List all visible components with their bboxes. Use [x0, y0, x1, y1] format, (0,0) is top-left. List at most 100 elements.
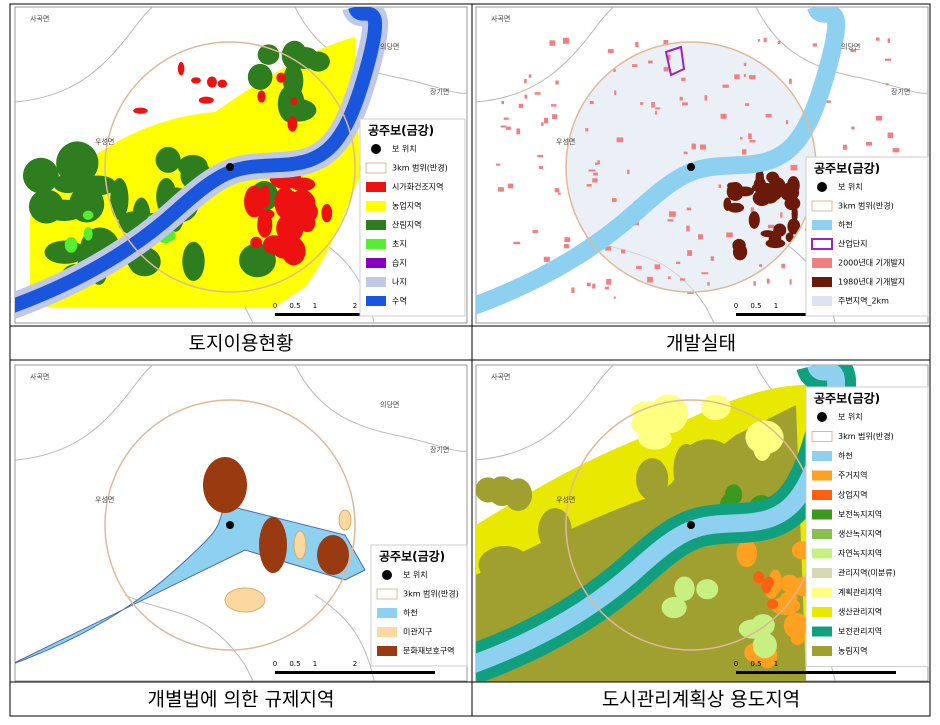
developed-2000s: [704, 95, 708, 101]
developed-2000s: [532, 230, 539, 233]
dam-point: [687, 163, 695, 171]
legend-label: 계획관리지역: [838, 587, 882, 597]
developed-2000s: [687, 250, 693, 256]
legend-swatch: [817, 412, 827, 422]
developed-2000s: [589, 101, 594, 105]
legend-swatch: [382, 570, 392, 580]
urban-area: [133, 107, 148, 114]
caption: 도시관리계획상 용도지역: [602, 689, 800, 711]
legend-label: 농림지역: [838, 646, 867, 656]
legend-label: 농업지역: [392, 201, 421, 211]
developed-2000s: [757, 39, 760, 42]
developed-2000s: [655, 107, 661, 110]
forest-area: [155, 146, 181, 173]
residential-zone: [783, 612, 809, 639]
legend-label: 산업단지: [838, 239, 867, 249]
legend-label: 보 위치: [403, 571, 428, 580]
scale-label: 2: [353, 660, 357, 668]
natural-green-zone: [674, 576, 695, 601]
forest-area: [28, 189, 64, 224]
developed-2000s: [516, 128, 521, 135]
developed-2000s: [749, 140, 756, 143]
developed-2000s: [537, 154, 544, 158]
developed-2000s: [620, 249, 626, 254]
legend-title: 공주보(금강): [368, 124, 434, 138]
plan-zone: [630, 401, 669, 422]
scale-label: 1: [774, 660, 778, 668]
developed-2000s: [571, 287, 575, 294]
developed-2000s: [627, 169, 630, 175]
developed-2000s: [640, 102, 644, 105]
boundary-line: [476, 7, 615, 103]
scale-label: 0: [734, 302, 738, 310]
scale-label: 0.5: [750, 660, 761, 668]
developed-2000s: [842, 144, 847, 150]
developed-2000s: [647, 276, 653, 283]
developed-2000s: [750, 207, 754, 213]
developed-2000s: [875, 37, 880, 41]
developed-2000s: [675, 261, 681, 264]
developed-1980s: [787, 218, 801, 235]
river: [476, 365, 846, 673]
developed-2000s: [551, 104, 557, 107]
legend-label: 3km 범위(반경): [838, 201, 894, 211]
forest-area: [53, 174, 82, 194]
legend-swatch: [377, 646, 397, 656]
forest-zone: [673, 443, 700, 497]
legend-swatch: [812, 529, 832, 539]
developed-2000s: [663, 66, 669, 72]
commercial-zone: [764, 576, 774, 589]
developed-2000s: [851, 126, 855, 130]
developed-2000s: [564, 237, 571, 243]
grass-area: [82, 210, 94, 220]
legend-swatch: [366, 201, 386, 211]
plan-zone: [752, 424, 773, 462]
developed-2000s: [636, 265, 642, 269]
legend-label: 문화재보호구역: [403, 646, 455, 656]
natural-green-zone: [661, 596, 687, 619]
urban-area: [198, 96, 214, 104]
forest-area: [238, 243, 276, 278]
place-label: 우성면: [556, 137, 575, 146]
urban-area: [262, 235, 287, 254]
developed-1980s: [723, 197, 732, 211]
developed-2000s: [679, 96, 683, 101]
developed-2000s: [824, 100, 831, 103]
developed-2000s: [698, 234, 703, 240]
developed-2000s: [555, 80, 559, 85]
developed-2000s: [683, 151, 688, 155]
developed-2000s: [562, 37, 570, 44]
developed-2000s: [753, 281, 756, 286]
forest-zone: [617, 595, 665, 651]
place-label: 의당면: [380, 42, 399, 51]
legend-label: 미관지구: [403, 627, 432, 637]
scale-bar: [275, 313, 435, 316]
forest-area: [247, 63, 273, 90]
legend-label: 수역: [392, 296, 407, 306]
legend-label: 주거지역: [838, 470, 867, 480]
developed-2000s: [765, 113, 772, 118]
place-label: 우성면: [556, 495, 575, 504]
developed-2000s: [648, 60, 653, 64]
place-label: 우성면: [95, 495, 114, 504]
legend-label: 보 위치: [838, 413, 863, 422]
developed-2000s: [884, 58, 892, 61]
grass-area: [83, 226, 93, 241]
scale-label: 0.5: [289, 660, 300, 668]
developed-2000s: [748, 133, 752, 140]
legend-swatch: [376, 588, 398, 600]
forest-zone: [736, 468, 779, 499]
legend-label: 보 위치: [392, 145, 417, 154]
legend-title: 공주보(금강): [814, 162, 880, 176]
scale-label: 0.5: [750, 302, 761, 310]
legend-label: 산림지역: [392, 220, 421, 230]
grass-area: [64, 237, 78, 253]
developed-2000s: [734, 74, 740, 80]
